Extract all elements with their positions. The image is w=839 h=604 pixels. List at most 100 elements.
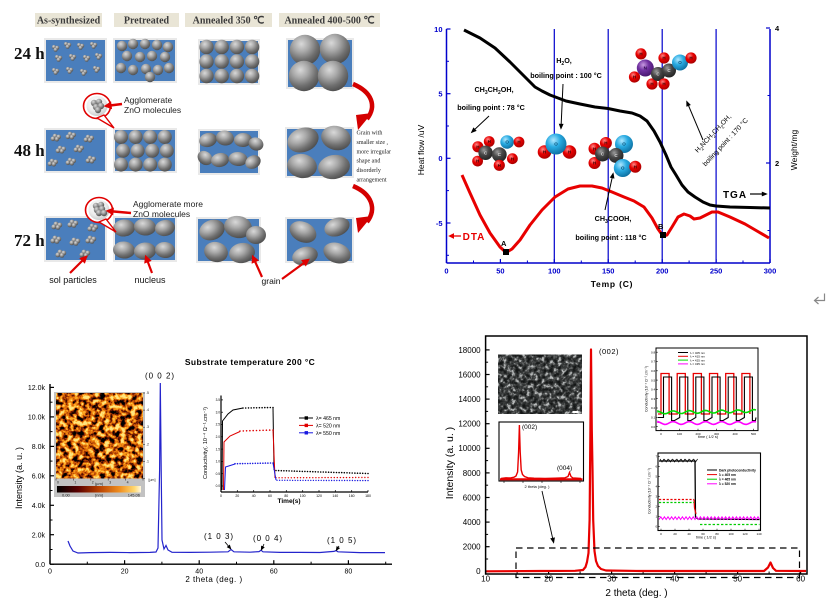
svg-text:3.0: 3.0 (216, 410, 221, 414)
svg-text:H: H (604, 141, 607, 146)
svg-text:3: 3 (109, 481, 111, 485)
svg-text:Agglomerate more: Agglomerate more (133, 199, 203, 209)
svg-text:8.0k: 8.0k (32, 444, 46, 451)
svg-text:300: 300 (764, 267, 777, 276)
svg-text:60: 60 (268, 494, 272, 498)
svg-text:20: 20 (673, 532, 677, 536)
svg-text:O: O (554, 142, 558, 147)
svg-text:6.0k: 6.0k (32, 473, 46, 480)
svg-text:H: H (689, 56, 692, 61)
svg-text:0: 0 (57, 481, 59, 485)
svg-text:Grain with: Grain with (357, 131, 383, 137)
svg-text:Conductivity (10⁻⁴ Ω⁻¹.cm⁻¹): Conductivity (10⁻⁴ Ω⁻¹.cm⁻¹) (645, 366, 649, 412)
svg-text:C: C (498, 152, 502, 157)
svg-text:arrangement: arrangement (357, 178, 387, 184)
svg-text:CH3​CH2​OH,: CH3​CH2​OH, (474, 85, 513, 96)
svg-text:2 theta (deg. ): 2 theta (deg. ) (185, 575, 242, 584)
svg-text:nucleus: nucleus (134, 275, 166, 285)
svg-text:H: H (568, 150, 571, 155)
svg-text:8000: 8000 (463, 469, 481, 478)
svg-text:boiling point : 78 °C: boiling point : 78 °C (457, 103, 525, 112)
svg-text:λ = 435 nm: λ = 435 nm (690, 362, 705, 366)
svg-text:40: 40 (252, 494, 256, 498)
svg-text:smaller size ,: smaller size , (357, 140, 389, 146)
svg-text:120: 120 (742, 532, 747, 536)
svg-text:0.5: 0.5 (216, 472, 221, 476)
svg-text:(1 0 5): (1 0 5) (327, 536, 357, 545)
svg-text:100: 100 (548, 267, 561, 276)
svg-text:H: H (639, 52, 642, 57)
svg-text:0.0: 0.0 (35, 562, 45, 569)
svg-text:60: 60 (701, 532, 705, 536)
svg-text:Dark photoconductivity: Dark photoconductivity (719, 468, 756, 472)
svg-text:4000: 4000 (463, 518, 481, 527)
svg-text:H: H (476, 159, 479, 164)
svg-text:H: H (543, 150, 546, 155)
svg-text:4: 4 (656, 485, 658, 489)
svg-text:6000: 6000 (463, 493, 481, 502)
svg-text:B: B (658, 222, 664, 231)
svg-text:.1: .1 (146, 459, 149, 463)
svg-text:3: 3 (656, 495, 658, 499)
svg-text:50: 50 (496, 267, 504, 276)
svg-text:100: 100 (677, 432, 682, 436)
svg-text:H: H (650, 82, 653, 87)
svg-text:time ( 1/2 s): time ( 1/2 s) (698, 435, 719, 439)
svg-text:180: 180 (365, 494, 371, 498)
svg-text:H: H (498, 163, 501, 168)
svg-text:0: 0 (476, 567, 481, 576)
svg-text:4: 4 (775, 24, 780, 33)
svg-text:40: 40 (687, 532, 691, 536)
svg-text:2.0: 2.0 (216, 435, 221, 439)
svg-text:Conductivity (10⁻⁴ Ω⁻¹.cm⁻¹): Conductivity (10⁻⁴ Ω⁻¹.cm⁻¹) (648, 468, 652, 514)
svg-text:0.00: 0.00 (62, 493, 71, 498)
svg-text:C: C (656, 72, 660, 77)
svg-text:Heat flow /uV: Heat flow /uV (416, 124, 426, 175)
svg-text:H: H (511, 156, 514, 161)
svg-text:0: 0 (444, 267, 448, 276)
svg-text:24 h: 24 h (14, 44, 45, 63)
svg-text:Temp (C): Temp (C) (591, 279, 634, 289)
svg-text:Pretreated: Pretreated (124, 16, 170, 27)
svg-text:C: C (614, 153, 618, 158)
svg-text:12.0k: 12.0k (28, 385, 46, 392)
svg-text:0: 0 (656, 525, 658, 529)
svg-text:0.8: 0.8 (651, 350, 656, 354)
svg-text:Intensity (a. u. ): Intensity (a. u. ) (444, 427, 456, 499)
svg-text:0.0: 0.0 (651, 425, 656, 429)
svg-text:100: 100 (300, 494, 306, 498)
svg-text:(004): (004) (557, 465, 572, 472)
svg-text:145.06: 145.06 (128, 493, 141, 498)
svg-text:0.3: 0.3 (651, 397, 656, 401)
svg-text:Substrate temperature 200 °C: Substrate temperature 200 °C (185, 357, 315, 367)
svg-text:1: 1 (656, 515, 658, 519)
svg-text:30: 30 (607, 575, 616, 584)
svg-text:ZnO molecules: ZnO molecules (124, 105, 181, 115)
svg-text:.3: .3 (146, 425, 149, 429)
svg-text:160: 160 (349, 494, 355, 498)
svg-text:λ = 415 nm: λ = 415 nm (690, 355, 705, 359)
svg-text:12000: 12000 (458, 420, 481, 429)
svg-text:4.0k: 4.0k (32, 503, 46, 510)
svg-text:72 h: 72 h (14, 231, 45, 250)
svg-text:H: H (593, 146, 596, 151)
svg-text:4: 4 (127, 481, 129, 485)
svg-text:2: 2 (656, 505, 658, 509)
svg-text:O: O (505, 140, 509, 145)
svg-text:-5: -5 (436, 219, 443, 228)
svg-text:1: 1 (74, 481, 76, 485)
svg-text:H2​O,: H2​O, (556, 56, 572, 67)
svg-text:16000: 16000 (458, 370, 481, 379)
svg-text:48 h: 48 h (14, 141, 45, 160)
svg-text:5: 5 (438, 90, 442, 99)
svg-text:10000: 10000 (458, 444, 481, 453)
svg-text:(0 0 4): (0 0 4) (253, 534, 283, 543)
svg-text:H: H (662, 82, 665, 87)
svg-text:0: 0 (438, 154, 442, 163)
svg-text:H: H (488, 139, 491, 144)
svg-text:H: H (517, 140, 520, 145)
svg-text:Annealed 400-500 ℃: Annealed 400-500 ℃ (284, 16, 374, 27)
svg-text:(0 0 2): (0 0 2) (145, 372, 175, 381)
svg-text:20: 20 (121, 569, 129, 576)
svg-text:250: 250 (710, 267, 723, 276)
